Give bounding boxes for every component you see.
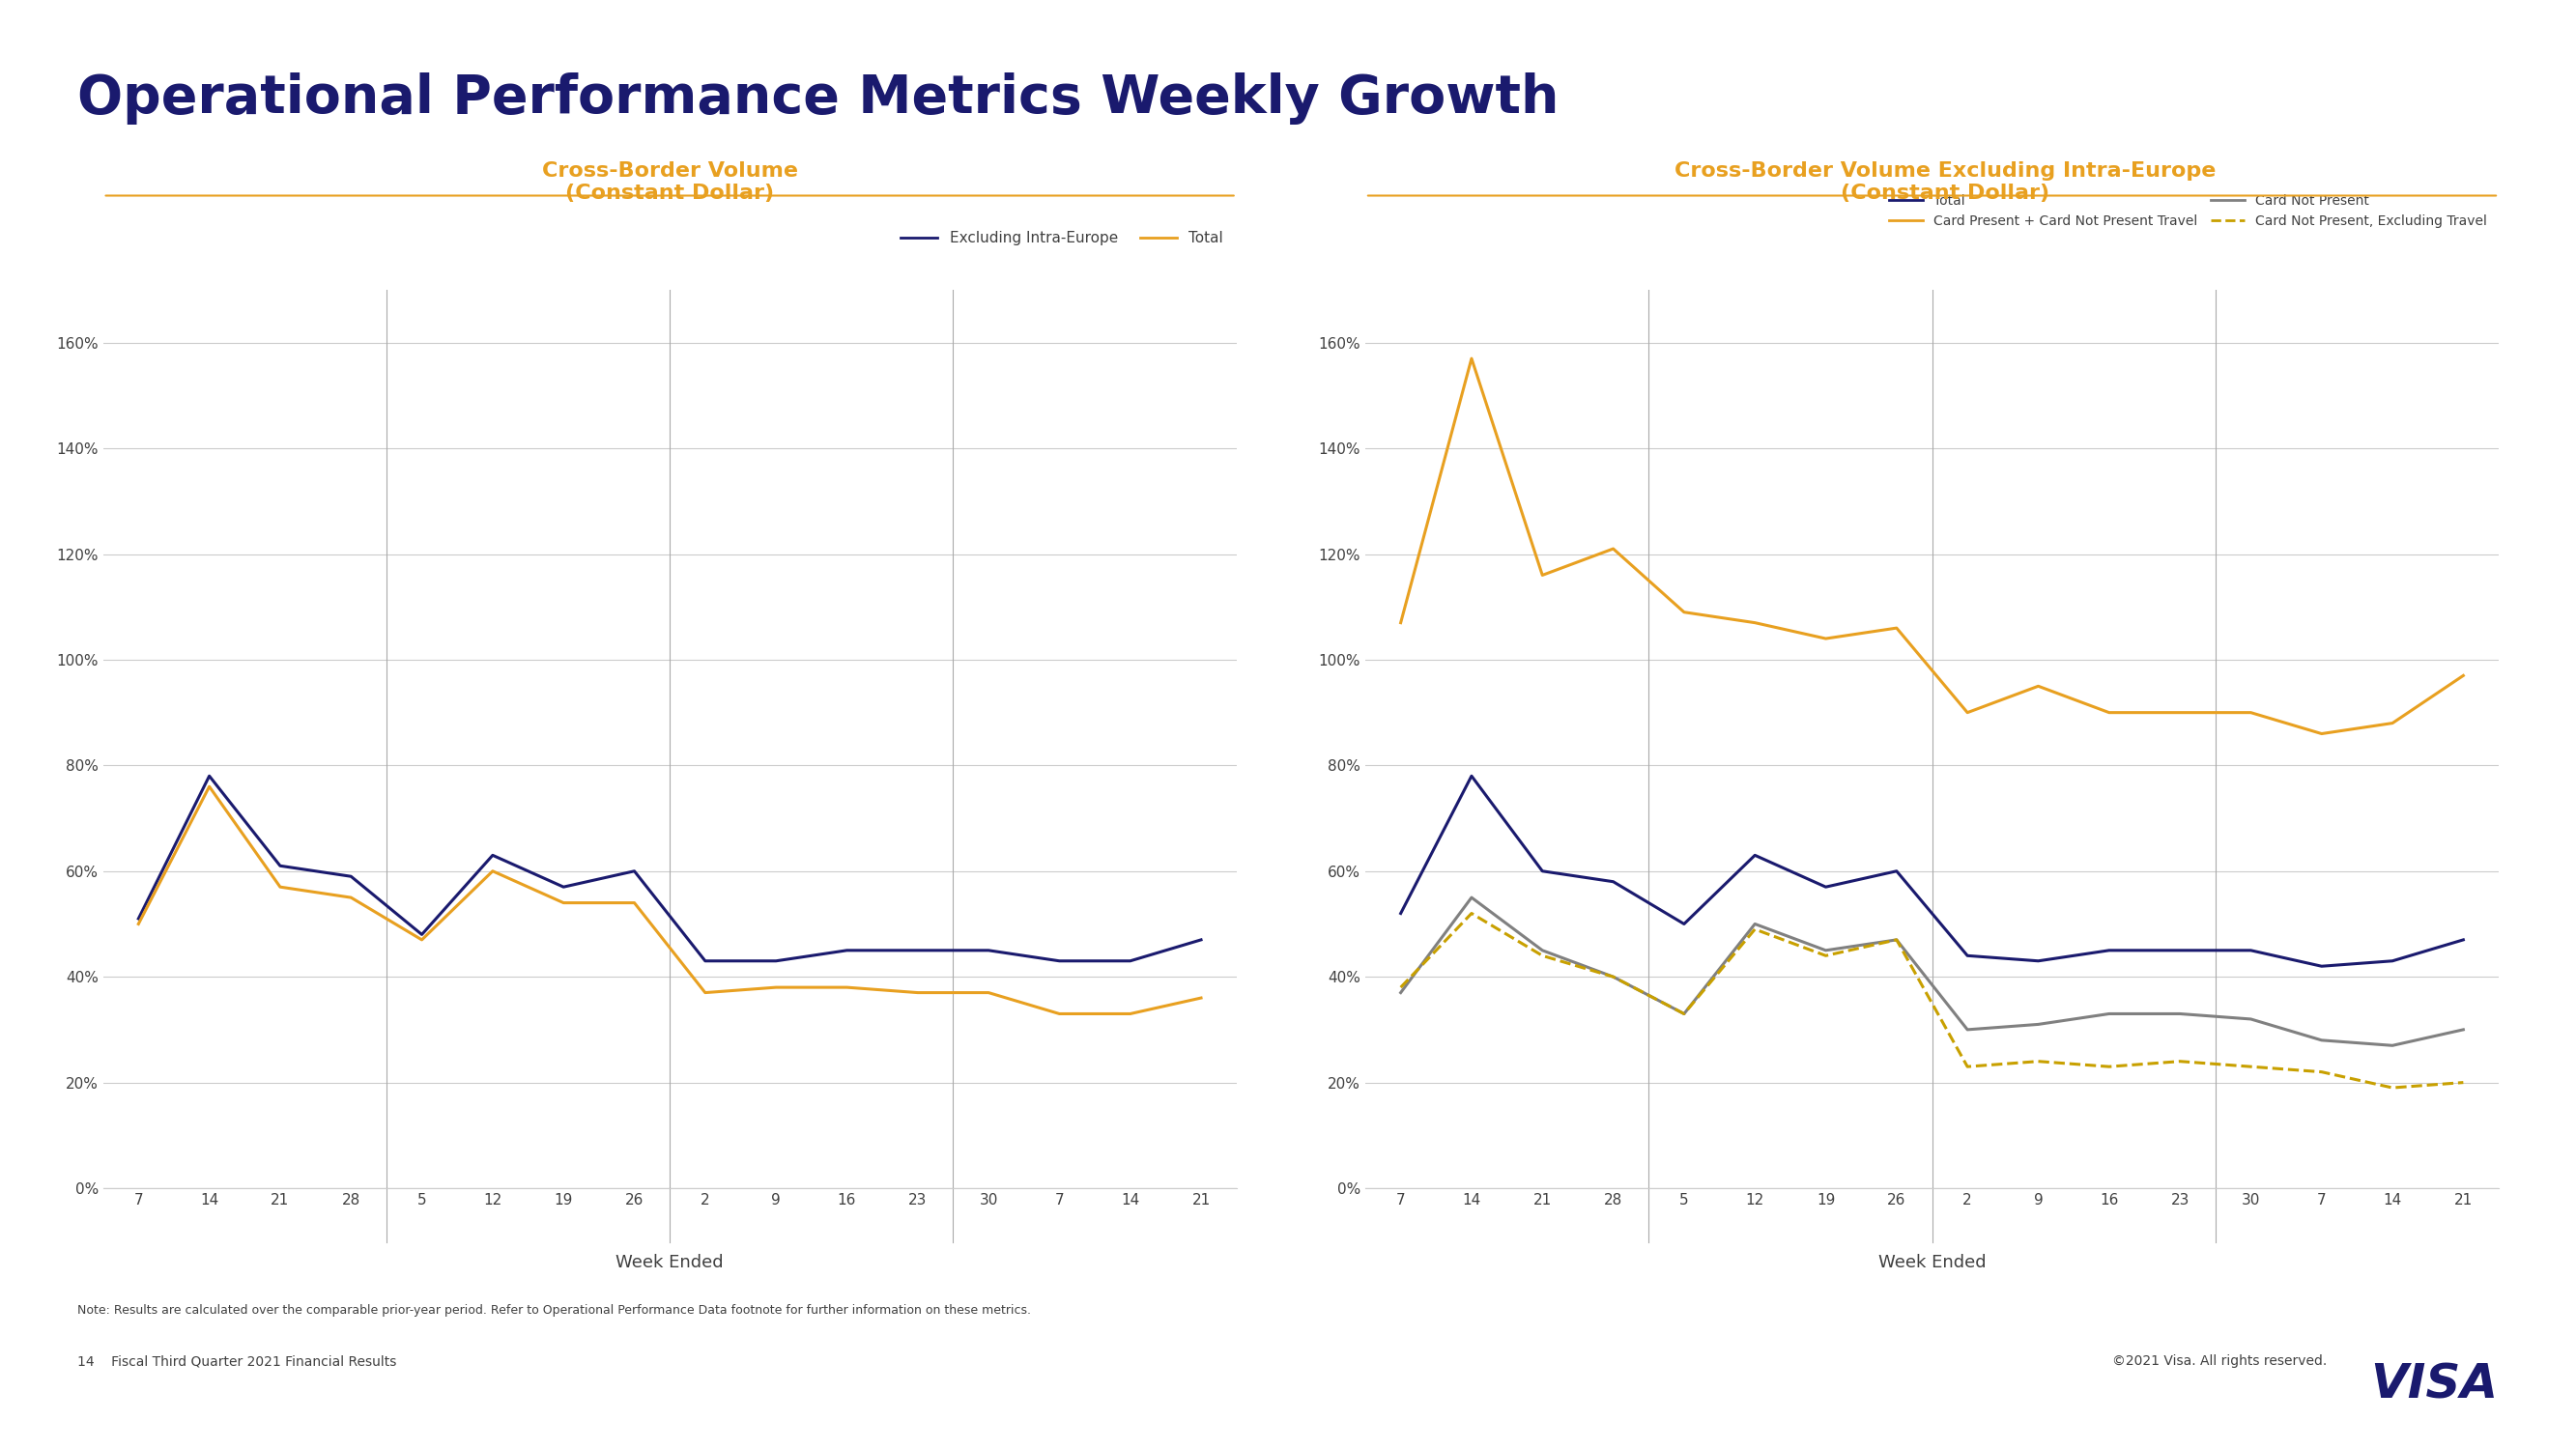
X-axis label: Week Ended: Week Ended: [616, 1255, 724, 1272]
X-axis label: Week Ended: Week Ended: [1878, 1255, 1986, 1272]
Text: 14    Fiscal Third Quarter 2021 Financial Results: 14 Fiscal Third Quarter 2021 Financial R…: [77, 1355, 397, 1368]
Text: Note: Results are calculated over the comparable prior-year period. Refer to Ope: Note: Results are calculated over the co…: [77, 1304, 1030, 1317]
Text: Cross-Border Volume
(Constant Dollar): Cross-Border Volume (Constant Dollar): [541, 161, 799, 203]
Legend: Excluding Intra-Europe, Total: Excluding Intra-Europe, Total: [894, 225, 1229, 252]
Text: Operational Performance Metrics Weekly Growth: Operational Performance Metrics Weekly G…: [77, 72, 1558, 125]
Legend: Total, Card Present + Card Not Present Travel, Card Not Present, Card Not Presen: Total, Card Present + Card Not Present T…: [1883, 188, 2491, 233]
Text: ©2021 Visa. All rights reserved.: ©2021 Visa. All rights reserved.: [2112, 1355, 2326, 1368]
Text: Cross-Border Volume Excluding Intra-Europe
(Constant Dollar): Cross-Border Volume Excluding Intra-Euro…: [1674, 161, 2215, 203]
Text: VISA: VISA: [2370, 1362, 2499, 1408]
